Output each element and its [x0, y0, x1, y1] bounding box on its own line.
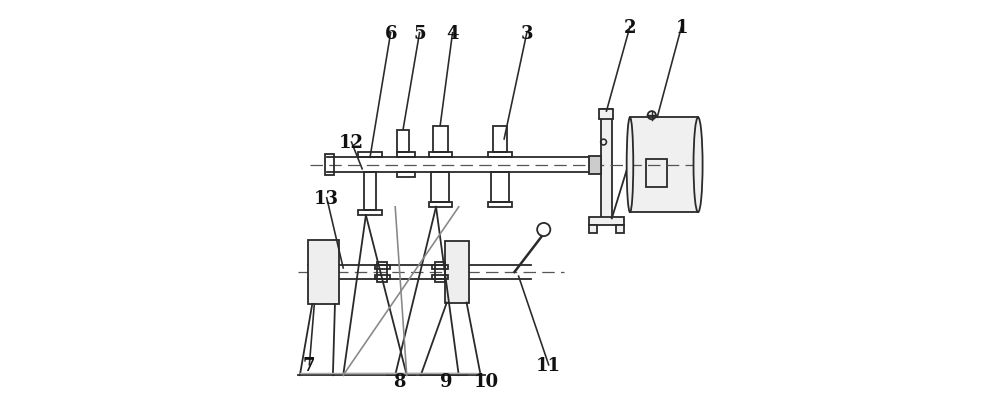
Text: 8: 8: [393, 373, 405, 390]
Bar: [429, 153, 452, 158]
Text: 4: 4: [446, 25, 459, 43]
Bar: [358, 153, 382, 158]
Ellipse shape: [694, 118, 703, 213]
Bar: [325, 154, 334, 176]
Bar: [646, 159, 667, 188]
Bar: [432, 265, 448, 269]
Bar: [491, 173, 509, 202]
Bar: [433, 126, 448, 153]
Bar: [616, 225, 624, 233]
Bar: [488, 202, 512, 207]
Text: 2: 2: [624, 19, 636, 36]
Text: 13: 13: [314, 189, 339, 207]
Bar: [630, 118, 698, 213]
Bar: [429, 202, 452, 207]
Bar: [601, 110, 612, 221]
Bar: [364, 173, 376, 211]
Bar: [377, 262, 387, 282]
Text: 10: 10: [474, 373, 499, 390]
Text: 9: 9: [440, 373, 453, 390]
Bar: [375, 275, 390, 280]
Text: 3: 3: [521, 25, 533, 43]
Text: 11: 11: [536, 356, 561, 374]
Bar: [445, 242, 469, 303]
Bar: [589, 218, 624, 225]
Text: 1: 1: [675, 19, 688, 36]
Bar: [358, 211, 382, 216]
Text: 12: 12: [339, 134, 364, 152]
Bar: [589, 225, 597, 233]
Text: 6: 6: [384, 25, 397, 43]
Bar: [375, 265, 390, 269]
Bar: [589, 156, 601, 174]
Bar: [397, 153, 415, 158]
Bar: [432, 275, 448, 280]
Bar: [435, 262, 445, 282]
Bar: [493, 126, 507, 153]
Ellipse shape: [627, 118, 633, 213]
Text: 5: 5: [413, 25, 426, 43]
Bar: [431, 173, 449, 202]
Bar: [488, 153, 512, 158]
Bar: [397, 173, 415, 178]
Bar: [308, 240, 339, 304]
Text: 7: 7: [303, 356, 316, 374]
Bar: [599, 110, 613, 120]
Bar: [397, 131, 409, 153]
